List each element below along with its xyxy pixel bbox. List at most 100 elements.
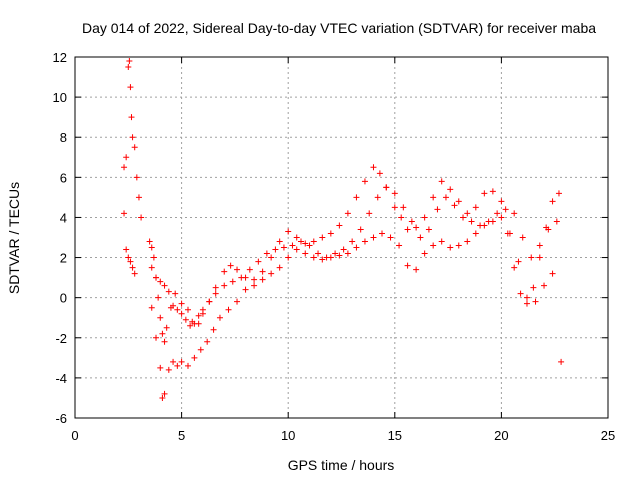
data-point [413,224,420,231]
data-point [178,358,185,365]
data-point [430,194,437,201]
y-axis-ticks: -6 -4 -2 0 2 4 6 8 10 12 [53,50,608,426]
data-point [498,214,505,221]
y-tick-label: 8 [60,130,67,145]
data-point [216,314,223,321]
data-point [494,210,501,217]
y-tick-label: 6 [60,170,67,185]
data-point [302,240,309,247]
data-point [319,234,326,241]
data-point [447,244,454,251]
data-point [447,186,454,193]
data-point [374,194,381,201]
data-point [530,284,537,291]
data-point [468,218,475,225]
y-tick-label: -6 [55,411,67,426]
data-point [438,178,445,185]
data-point [268,270,275,277]
data-point [131,270,138,277]
grid [75,57,608,418]
data-point [159,394,166,401]
data-point [306,242,313,249]
data-point [472,204,479,211]
data-point [413,266,420,273]
data-point [515,258,522,265]
data-point [344,210,351,217]
data-point [259,268,266,275]
data-point [135,194,142,201]
data-point [268,254,275,261]
data-point [184,306,191,313]
data-point [327,254,334,261]
y-axis-label: SDTVAR / TECUs [6,182,22,294]
data-point [204,338,211,345]
data-point [332,250,339,257]
y-tick-label: 2 [60,251,67,266]
data-point [549,198,556,205]
data-point [212,290,219,297]
data-point [408,218,415,225]
data-point [127,84,134,91]
y-tick-label: 0 [60,291,67,306]
data-point [174,362,181,369]
data-point [255,258,262,265]
x-tick-label: 20 [494,428,508,443]
data-point [234,298,241,305]
data-point [229,278,236,285]
data-point [251,276,258,283]
x-tick-label: 15 [388,428,402,443]
data-point [302,250,309,257]
data-point [511,264,518,271]
data-point [421,214,428,221]
series-track-e [148,214,565,401]
data-point [506,230,513,237]
data-point [464,238,471,245]
data-point [178,300,185,307]
data-point [398,214,405,221]
data-point [528,254,535,261]
data-point [234,266,241,273]
data-point [319,256,326,263]
data-point [123,246,130,253]
series-track-c [146,164,562,345]
data-point [336,252,343,259]
data-point [421,250,428,257]
data-point [442,194,449,201]
data-point [191,320,198,327]
data-point [297,238,304,245]
data-point [400,204,407,211]
data-point [430,242,437,249]
data-point [174,306,181,313]
data-point [133,174,140,181]
data-point [126,58,133,65]
data-point [125,64,132,71]
data-point [246,266,253,273]
data-point [553,218,560,225]
data-point [455,198,462,205]
data-point [182,316,189,323]
x-tick-label: 0 [71,428,78,443]
data-point [289,242,296,249]
y-tick-label: 10 [53,90,67,105]
data-point [276,238,283,245]
data-point [163,324,170,331]
x-tick-label: 5 [178,428,185,443]
data-point [344,250,351,257]
data-point [379,230,386,237]
data-point [472,230,479,237]
data-point [155,294,162,301]
data-point [157,314,164,321]
data-point [523,294,530,301]
data-point [293,234,300,241]
data-point [272,246,279,253]
data-point [376,170,383,177]
data-point [489,218,496,225]
plot-frame [74,56,609,419]
data-point [172,290,179,297]
data-point [523,300,530,307]
data-point [153,274,160,281]
data-point [148,264,155,271]
data-point [327,230,334,237]
data-point [221,282,228,289]
